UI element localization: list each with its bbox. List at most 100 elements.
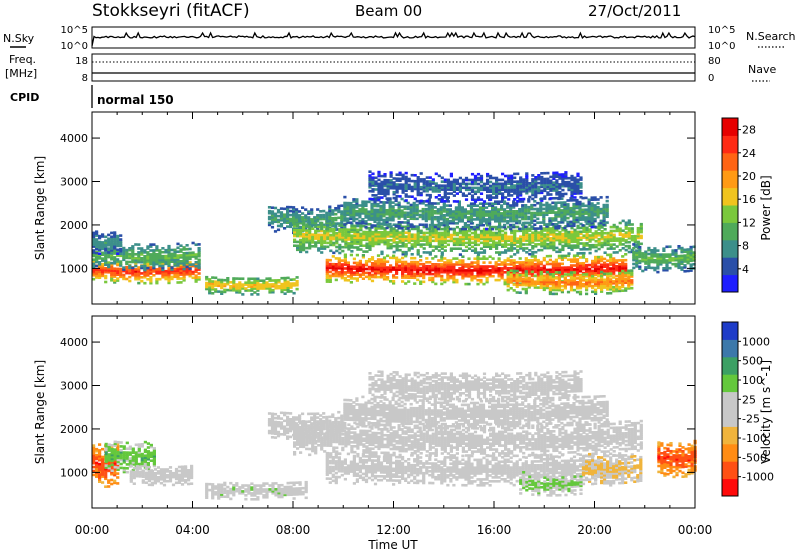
power-cell — [605, 209, 609, 213]
power-cell — [566, 273, 571, 276]
power-cell — [116, 248, 120, 252]
power-cell — [546, 239, 550, 242]
power-cell — [146, 278, 150, 281]
power-cell — [295, 287, 299, 291]
power-cell — [365, 236, 369, 240]
power-cell — [485, 220, 489, 223]
power-cell — [464, 176, 469, 180]
power-cell — [362, 244, 366, 247]
power-cell — [446, 186, 450, 189]
power-cell — [457, 204, 461, 207]
power-cell — [238, 285, 242, 288]
power-cell — [482, 239, 487, 243]
power-cell — [149, 279, 153, 283]
power-cell — [386, 179, 390, 182]
power-cell — [567, 188, 571, 192]
power-cell — [289, 278, 293, 281]
power-cell — [392, 282, 396, 285]
power-cell — [373, 260, 378, 263]
power-cell — [395, 173, 399, 176]
power-cell — [455, 225, 459, 229]
power-cell — [573, 186, 577, 189]
power-cell — [510, 188, 514, 191]
power-cell — [256, 281, 260, 284]
power-cell — [229, 281, 233, 284]
power-cell — [320, 245, 324, 248]
power-cell — [329, 229, 333, 233]
power-cell — [510, 239, 514, 242]
power-cell — [506, 214, 510, 217]
power-cell — [305, 235, 309, 238]
power-cell — [340, 225, 344, 229]
power-cell — [510, 237, 514, 241]
power-cell — [146, 266, 150, 270]
power-cell — [397, 221, 401, 224]
power-cell — [340, 212, 344, 215]
power-cell — [579, 178, 583, 181]
power-cell — [446, 184, 450, 187]
power-cell — [308, 233, 312, 236]
power-cell — [443, 194, 447, 197]
power-cell — [492, 190, 496, 193]
power-cell — [482, 261, 486, 264]
power-cell — [486, 233, 490, 237]
power-cell — [161, 260, 165, 264]
power-cell — [341, 228, 345, 231]
power-cell — [548, 207, 552, 211]
power-cell — [283, 217, 287, 220]
power-cell — [395, 183, 399, 186]
power-cell — [506, 257, 510, 260]
power-cell — [540, 181, 544, 185]
power-cell — [618, 243, 622, 246]
power-cell — [440, 188, 444, 191]
power-cell — [512, 219, 516, 223]
power-cell — [359, 248, 363, 251]
power-cell — [594, 263, 598, 267]
power-cell — [113, 267, 117, 270]
power-cell — [560, 254, 564, 258]
power-cell — [167, 246, 171, 250]
power-cell — [304, 214, 308, 217]
power-cell — [443, 229, 447, 233]
power-cell — [461, 194, 465, 197]
power-cell — [146, 247, 150, 250]
power-cell — [470, 269, 474, 272]
power-cell — [116, 273, 120, 276]
power-cell — [488, 271, 492, 274]
power-cell — [434, 266, 438, 270]
power-cell — [506, 269, 510, 272]
power-cell — [270, 218, 275, 221]
power-cell — [382, 277, 387, 281]
power-cell — [543, 237, 547, 240]
power-cell — [593, 219, 597, 223]
power-cell — [391, 201, 395, 204]
power-cell — [425, 176, 429, 179]
power-cell — [522, 249, 526, 252]
power-cell — [164, 256, 168, 260]
power-cell — [578, 206, 582, 210]
power-cell — [107, 269, 111, 272]
power-cell — [391, 211, 395, 214]
power-cell — [485, 227, 489, 231]
power-cell — [497, 263, 501, 266]
power-cell — [376, 216, 380, 220]
power-cell — [382, 212, 386, 216]
power-cell — [509, 217, 513, 221]
power-cell — [164, 248, 168, 252]
power-cell — [533, 215, 537, 219]
power-cell — [368, 232, 372, 236]
power-cell — [419, 191, 423, 195]
power-cell — [612, 259, 616, 262]
power-cell — [537, 231, 541, 234]
power-cell — [337, 265, 341, 268]
power-cell — [489, 196, 493, 199]
power-cell — [498, 239, 502, 243]
power-cell — [425, 193, 429, 197]
power-cell — [461, 186, 465, 190]
power-cell — [479, 271, 483, 274]
power-cell — [516, 172, 520, 176]
power-cell — [439, 206, 443, 209]
power-cell — [194, 243, 198, 246]
power-cell — [274, 281, 278, 284]
power-cell — [95, 234, 99, 237]
